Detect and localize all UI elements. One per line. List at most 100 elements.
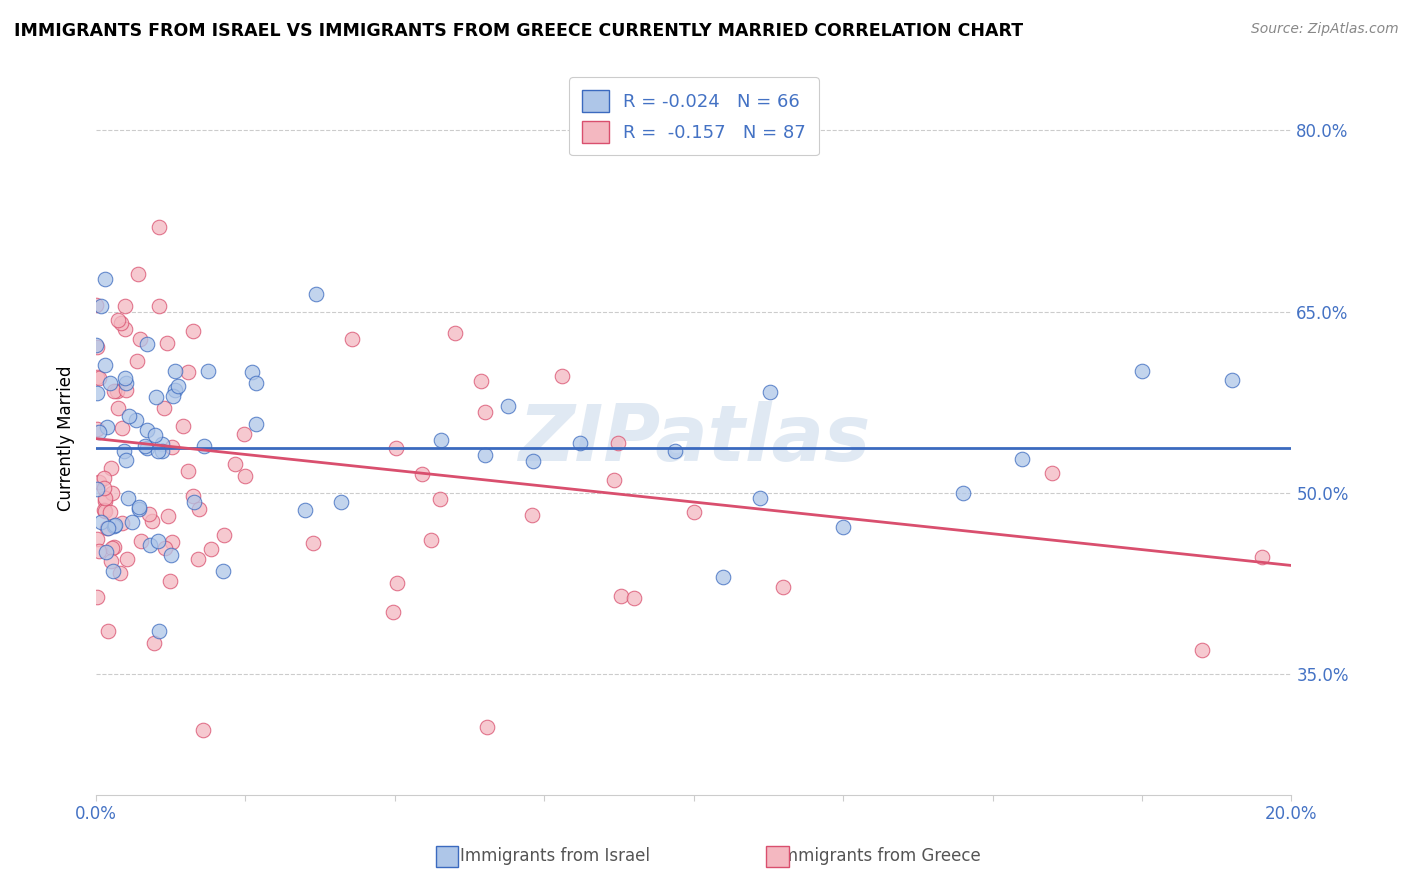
Point bbox=[138, 507, 160, 521]
Legend: R = -0.024   N = 66, R =  -0.157   N = 87: R = -0.024 N = 66, R = -0.157 N = 87 bbox=[569, 77, 818, 155]
Point bbox=[1191, 643, 1213, 657]
Point bbox=[117, 491, 139, 506]
Point bbox=[93, 493, 115, 508]
Text: Immigrants from Israel: Immigrants from Israel bbox=[460, 847, 651, 865]
Point bbox=[212, 565, 235, 579]
Point bbox=[160, 441, 183, 455]
Point bbox=[183, 495, 205, 509]
Point bbox=[110, 516, 132, 531]
Point bbox=[193, 439, 215, 453]
Point bbox=[172, 418, 194, 433]
Point bbox=[115, 376, 138, 390]
Point bbox=[385, 441, 408, 455]
Point bbox=[134, 439, 156, 453]
Point bbox=[86, 338, 108, 352]
Point bbox=[177, 365, 200, 379]
Point bbox=[191, 723, 214, 738]
Point bbox=[522, 454, 544, 468]
Point bbox=[89, 543, 111, 558]
Point bbox=[224, 457, 246, 471]
Point bbox=[233, 427, 256, 442]
Point bbox=[1250, 549, 1272, 564]
Point bbox=[100, 461, 122, 475]
Point bbox=[101, 564, 124, 578]
Point bbox=[385, 576, 408, 591]
Point bbox=[114, 322, 136, 336]
Point bbox=[245, 376, 267, 390]
Point bbox=[1040, 466, 1063, 480]
Point bbox=[103, 541, 125, 555]
Point bbox=[520, 508, 543, 522]
Point bbox=[606, 435, 628, 450]
Point bbox=[146, 443, 169, 458]
Point bbox=[159, 574, 181, 589]
Point bbox=[135, 423, 157, 437]
Point bbox=[136, 441, 159, 455]
Point bbox=[87, 371, 110, 385]
Point bbox=[148, 624, 170, 638]
Point bbox=[240, 365, 263, 379]
Point bbox=[129, 332, 152, 346]
Point bbox=[94, 272, 117, 286]
Point bbox=[443, 326, 465, 340]
Point bbox=[86, 532, 108, 546]
Point bbox=[86, 590, 108, 604]
Point bbox=[103, 384, 125, 398]
Point bbox=[301, 536, 323, 550]
Point bbox=[115, 453, 138, 467]
Point bbox=[294, 502, 316, 516]
Point bbox=[93, 471, 115, 485]
Point bbox=[233, 468, 256, 483]
Point bbox=[100, 486, 122, 500]
Point bbox=[101, 541, 124, 555]
Point bbox=[115, 383, 138, 397]
Point bbox=[165, 363, 187, 377]
Point bbox=[90, 299, 112, 313]
Text: IMMIGRANTS FROM ISRAEL VS IMMIGRANTS FROM GREECE CURRENTLY MARRIED CORRELATION C: IMMIGRANTS FROM ISRAEL VS IMMIGRANTS FRO… bbox=[14, 22, 1024, 40]
Point bbox=[98, 376, 121, 390]
Point bbox=[197, 364, 219, 378]
Point bbox=[93, 481, 115, 495]
Point bbox=[110, 316, 132, 330]
Point bbox=[97, 624, 120, 639]
Point bbox=[177, 465, 200, 479]
Point bbox=[329, 495, 352, 509]
Point bbox=[157, 508, 180, 523]
Point bbox=[1130, 363, 1153, 377]
Point bbox=[664, 444, 686, 458]
Point bbox=[470, 374, 492, 388]
Point bbox=[117, 551, 139, 566]
Point bbox=[181, 324, 204, 338]
Point bbox=[148, 299, 170, 313]
Point bbox=[86, 370, 108, 384]
Point bbox=[159, 548, 181, 562]
Point bbox=[94, 503, 117, 517]
Text: Source: ZipAtlas.com: Source: ZipAtlas.com bbox=[1251, 22, 1399, 37]
Point bbox=[156, 335, 179, 350]
Point bbox=[711, 569, 734, 583]
Point bbox=[141, 514, 163, 528]
Point bbox=[832, 520, 855, 534]
Point bbox=[87, 425, 110, 439]
Point bbox=[110, 566, 132, 581]
Text: Immigrants from Greece: Immigrants from Greece bbox=[778, 847, 980, 865]
Point bbox=[150, 437, 173, 451]
Point bbox=[200, 541, 222, 556]
Point bbox=[214, 528, 236, 542]
Point bbox=[129, 533, 152, 548]
Point bbox=[86, 340, 108, 354]
Point bbox=[148, 220, 170, 235]
Point bbox=[305, 286, 328, 301]
Point bbox=[759, 384, 782, 399]
Point bbox=[135, 336, 157, 351]
Point bbox=[245, 417, 267, 432]
Point bbox=[187, 502, 209, 516]
Point bbox=[166, 379, 188, 393]
Point bbox=[382, 605, 405, 619]
Point bbox=[153, 541, 176, 556]
Point bbox=[139, 538, 162, 552]
Point bbox=[568, 436, 591, 450]
Point bbox=[430, 433, 453, 447]
Point bbox=[477, 720, 499, 734]
Y-axis label: Currently Married: Currently Married bbox=[58, 366, 75, 511]
